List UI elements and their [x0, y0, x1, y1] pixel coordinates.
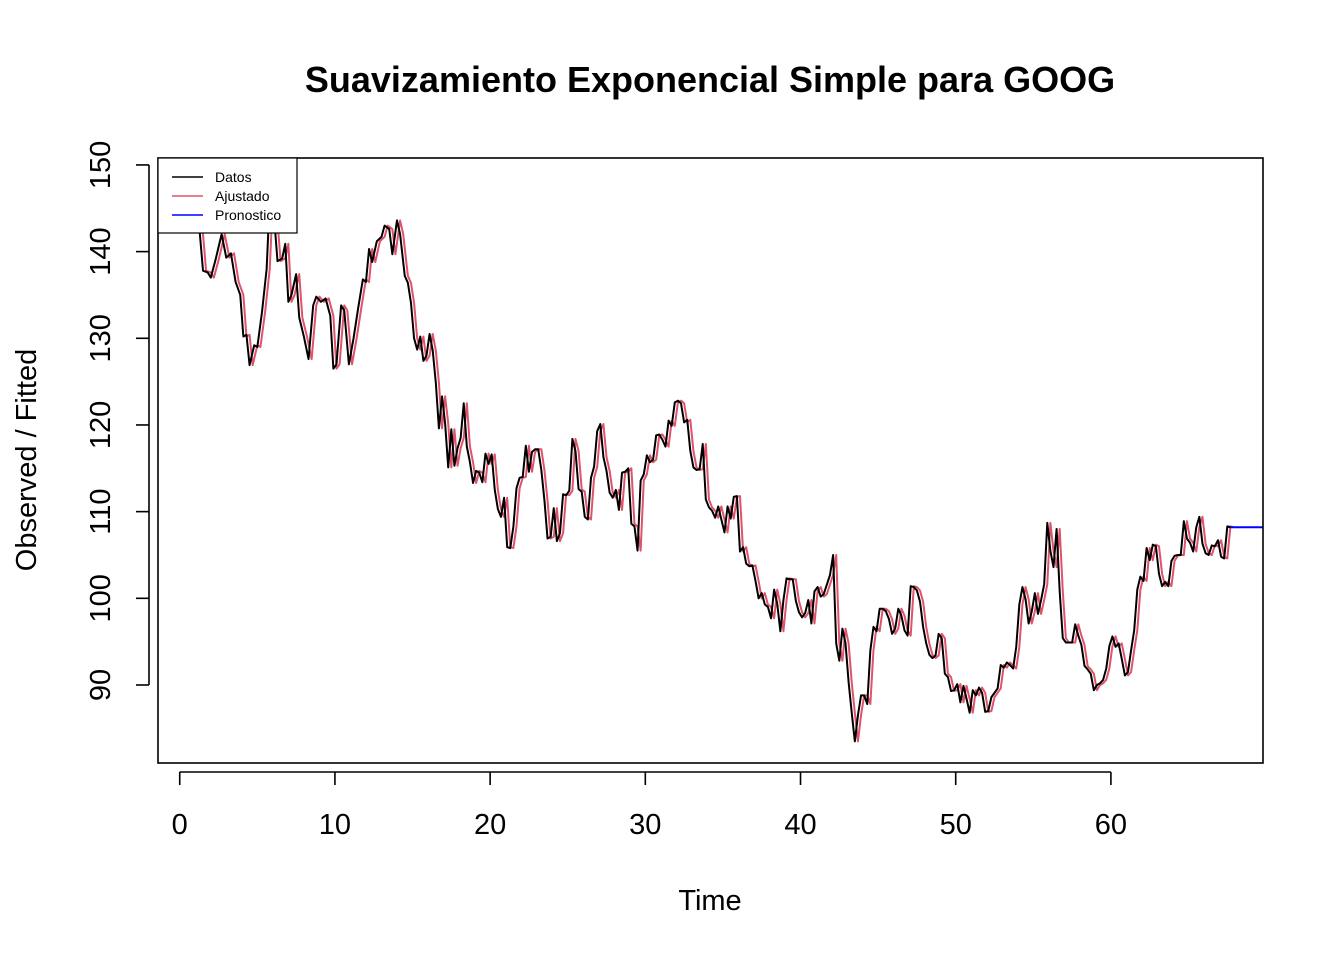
x-axis-label: Time — [678, 885, 741, 917]
y-tick-label: 120 — [85, 401, 117, 449]
series-layer — [178, 190, 1263, 743]
y-tick-label: 100 — [85, 574, 117, 622]
x-tick-label: 40 — [784, 809, 816, 841]
legend-label-datos: Datos — [215, 169, 252, 185]
x-tick-label: 50 — [940, 809, 972, 841]
plot-frame — [157, 157, 1264, 764]
y-axis-label: Observed / Fitted — [11, 349, 43, 571]
x-tick-label: 20 — [474, 809, 506, 841]
legend-label-ajustado: Ajustado — [215, 188, 270, 204]
x-tick-label: 10 — [319, 809, 351, 841]
x-tick-label: 60 — [1095, 809, 1127, 841]
y-tick-label: 150 — [85, 141, 117, 189]
series-datos-line — [178, 190, 1231, 743]
x-tick-label: 0 — [172, 809, 188, 841]
x-axis: 0 10 20 30 40 50 60 — [172, 771, 1127, 841]
legend-label-pronostico: Pronostico — [215, 207, 281, 223]
chart-title: Suavizamiento Exponencial Simple para GO… — [305, 59, 1115, 100]
y-tick-label: 130 — [85, 314, 117, 362]
x-tick-label: 30 — [629, 809, 661, 841]
series-ajustado-line — [181, 190, 1234, 743]
y-tick-label: 110 — [85, 489, 117, 535]
y-tick-label: 90 — [85, 669, 117, 701]
y-tick-label: 140 — [85, 227, 117, 275]
legend: Datos Ajustado Pronostico — [157, 157, 298, 234]
y-axis: 90 100 110 120 130 140 150 — [85, 141, 150, 701]
